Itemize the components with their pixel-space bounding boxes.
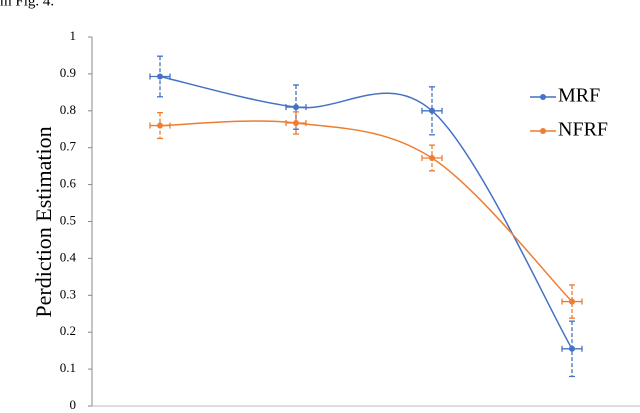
data-point (157, 73, 163, 80)
y-tick-label: 0.7 (60, 139, 77, 154)
data-point (293, 119, 299, 126)
legend-label: NFRF (558, 119, 608, 141)
series-line (159, 120, 573, 303)
data-point (293, 104, 299, 111)
y-axis-label: Perdiction Estimation (31, 126, 56, 317)
y-tick-label: 0.9 (60, 65, 76, 80)
y-tick-label: 0.5 (60, 212, 76, 227)
y-tick-label: 0.2 (60, 323, 76, 338)
series-line (159, 75, 573, 350)
y-tick-label: 0.6 (60, 176, 77, 191)
y-tick-label: 0.3 (60, 286, 76, 301)
y-tick-label: 0.8 (60, 102, 76, 117)
legend-label: MRF (558, 85, 600, 107)
data-point (569, 345, 575, 352)
legend-marker (540, 94, 546, 100)
legend-marker (540, 128, 546, 134)
y-tick-label: 0 (70, 397, 77, 412)
data-point (429, 107, 435, 114)
y-tick-label: 1 (70, 28, 77, 43)
data-point (157, 122, 163, 129)
y-tick-label: 0.4 (60, 249, 77, 264)
data-point (429, 155, 435, 162)
data-point (569, 298, 575, 305)
error-bar (421, 86, 443, 136)
caption-fragment: m Fig. 4. (0, 0, 54, 9)
y-tick-label: 0.1 (60, 360, 76, 375)
